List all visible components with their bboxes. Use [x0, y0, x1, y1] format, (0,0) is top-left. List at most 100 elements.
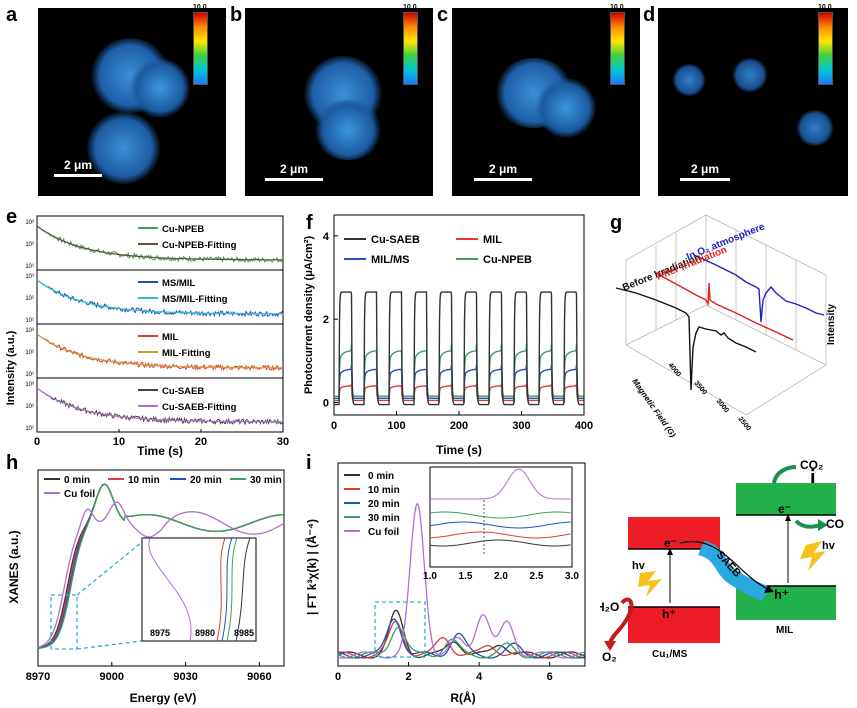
chart-f-series-2: [334, 364, 584, 403]
chart-h-inset-curve: [226, 537, 238, 642]
label-co2: CO₂: [800, 458, 823, 472]
legend-i-label: 10 min: [368, 485, 400, 496]
chart-e-data-0: [36, 225, 284, 264]
panel-label-b: b: [230, 4, 243, 26]
chart-e-ylabel: Intensity (a.u.): [5, 330, 17, 405]
chart-h-xtick: 9000: [100, 671, 124, 683]
chart-e-ytick: 10¹: [25, 426, 34, 432]
chart-h-xlabel: Energy (eV): [130, 691, 197, 705]
chart-e-ytick: 10²: [25, 296, 34, 302]
label-hv-right: hv: [822, 540, 836, 552]
chart-f-xtick: 300: [512, 420, 530, 432]
chart-f-xlabel: Time (s): [436, 443, 482, 457]
fl-image-c: 2 μm: [452, 8, 640, 196]
label-hv-left: hv: [632, 560, 646, 572]
chart-h-inset-curve: [235, 537, 251, 642]
chart-i-xtick: 2: [406, 671, 412, 683]
lightning-icon-right: [800, 541, 826, 571]
panel-label-i: i: [306, 452, 312, 474]
chart-e-ytick: 10¹: [25, 372, 34, 378]
chart-f-ytick: 4: [323, 231, 330, 243]
chart-e-xtick: 20: [195, 436, 207, 448]
scale-bar-d: 2 μm: [680, 162, 730, 181]
chart-i-inset-curve: [429, 539, 571, 547]
chart-i-series-1: [337, 620, 585, 659]
legend-e-label: Cu-SAEB-Fitting: [162, 402, 237, 413]
legend-f-label: Cu-SAEB: [371, 234, 420, 246]
chart-i-inset-curve: [429, 511, 571, 519]
chart-h-inset-xtick: 8980: [195, 628, 215, 638]
chart-e-xtick: 30: [277, 436, 289, 448]
chart-g-xlabel: Magnetic Field (G): [630, 377, 677, 439]
chart-h-ylabel: XANES (a.u.): [7, 530, 21, 603]
legend-i-label: 0 min: [368, 471, 394, 482]
chart-g: Before irradiation After irradiation In …: [615, 214, 837, 439]
chart-i-series-3: [337, 626, 585, 659]
ms-vb: [628, 607, 720, 643]
chart-e-ytick: 10³: [25, 382, 34, 388]
chart-i-xtick: 4: [476, 671, 483, 683]
mil-cb: [736, 483, 836, 515]
chart-e-fit-1: [36, 279, 284, 315]
colorbar-c: [610, 12, 625, 85]
chart-i-inset-curve: [430, 468, 571, 500]
panel-label-c: c: [437, 4, 449, 26]
chart-h-xtick: 8970: [26, 671, 50, 683]
chart-e-data-1: [36, 279, 284, 318]
chart-f-xtick: 200: [450, 420, 468, 432]
epr-trace-after: [653, 271, 794, 341]
chart-h-xtick: 9060: [247, 671, 271, 683]
legend-e-label: MS/MIL: [162, 278, 195, 289]
chart-i-inset-xtick: 1.0: [423, 571, 437, 582]
chart-e-subplot-3: [36, 377, 284, 433]
chart-i-xtick: 0: [335, 671, 341, 683]
colorbar-b: [403, 12, 418, 85]
epr-trace-before: [615, 287, 757, 391]
legend-e-label: MS/MIL-Fitting: [162, 294, 228, 305]
chart-i-series-2: [337, 618, 585, 659]
chart-f-ytick: 2: [323, 314, 329, 326]
chart-e-fit-2: [36, 333, 284, 369]
chart-e-ytick: 10²: [25, 350, 34, 356]
legend-e-label: Cu-SAEB: [162, 386, 204, 397]
chart-f-xtick: 0: [331, 420, 337, 432]
chart-i-inset-xtick: 1.5: [459, 571, 473, 582]
epr-trace-o2: [693, 254, 825, 323]
chart-g-zlabel: Intensity: [826, 303, 837, 345]
chart-f-series-0: [334, 291, 584, 406]
label-h2o: H₂O: [600, 600, 619, 614]
chart-h-inset-curve: [148, 537, 192, 642]
label-e-mil: e⁻: [778, 502, 791, 516]
legend-i-label: 20 min: [368, 499, 400, 510]
chart-e-ytick: 10²: [25, 404, 34, 410]
chart-i-ylabel: | FT k³χ(k) | (Å⁻⁴): [304, 519, 319, 615]
label-mil: MIL: [776, 625, 793, 636]
scale-bar-c: 2 μm: [474, 162, 532, 181]
chart-e-xtick: 0: [34, 436, 40, 448]
lightning-icon-left: [638, 571, 662, 597]
chart-e-ytick: 10³: [25, 274, 34, 280]
saeb-bridge: [698, 541, 770, 601]
legend-i-label: 30 min: [368, 513, 400, 524]
legend-h-label: 30 min: [250, 475, 282, 486]
label-co: CO: [826, 517, 844, 531]
panel-label-d: d: [643, 4, 656, 26]
legend-e-label: MIL-Fitting: [162, 348, 211, 359]
legend-f-label: MIL/MS: [371, 254, 410, 266]
chart-e: Cu-NPEB Cu-NPEB-Fitting 10¹ 10² 10³ MS/MIL MS/…: [5, 215, 289, 458]
colorbar-d: [818, 12, 833, 85]
chart-i-inset-xtick: 2.0: [494, 571, 508, 582]
chart-f-series-1: [334, 383, 584, 403]
legend-h-label: Cu foil: [64, 489, 95, 500]
legend-e-label: Cu-NPEB: [162, 224, 204, 235]
chart-i-inset-curve: [429, 521, 571, 529]
scale-bar-b: 2 μm: [265, 162, 323, 181]
chart-e-data-3: [36, 387, 284, 426]
chart-f-xtick: 100: [387, 420, 405, 432]
chart-h-inset-xtick: 8975: [150, 628, 170, 638]
chart-e-data-2: [36, 333, 284, 372]
chart-h-inset: [141, 537, 257, 642]
chart-f-xtick: 400: [575, 420, 593, 432]
chart-e-xlabel: Time (s): [137, 444, 183, 458]
